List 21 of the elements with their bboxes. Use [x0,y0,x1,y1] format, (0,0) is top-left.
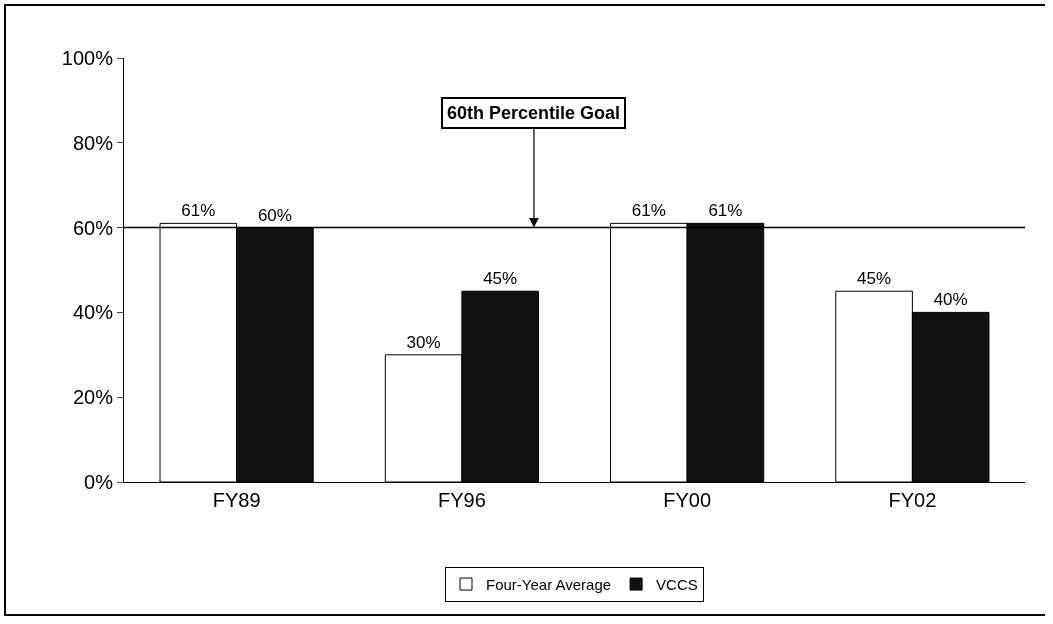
x-tick-label: FY96 [437,489,486,511]
y-tick-label: 0% [84,471,114,493]
data-label: 45% [483,269,518,289]
x-tick-label: FY02 [888,489,937,511]
legend-label: Four-Year Average [486,575,612,593]
y-tick-label: 20% [72,386,114,409]
data-label: 61% [631,201,666,221]
x-tick-label: FY00 [663,489,712,511]
legend-label: VCCS [656,575,698,593]
data-label: 61% [708,201,743,221]
data-label: 40% [933,290,968,310]
y-tick-label: 100% [61,47,114,69]
data-label: 60% [257,205,292,225]
data-label: 30% [406,332,441,352]
y-tick-label: 60% [72,216,114,239]
ref-line-label: 60th Percentile Goal [447,103,621,123]
data-label: 45% [857,269,892,289]
data-label: 61% [181,201,216,221]
y-tick-label: 40% [72,301,114,324]
y-tick-label: 80% [72,131,114,154]
x-tick-label: FY89 [212,489,261,511]
